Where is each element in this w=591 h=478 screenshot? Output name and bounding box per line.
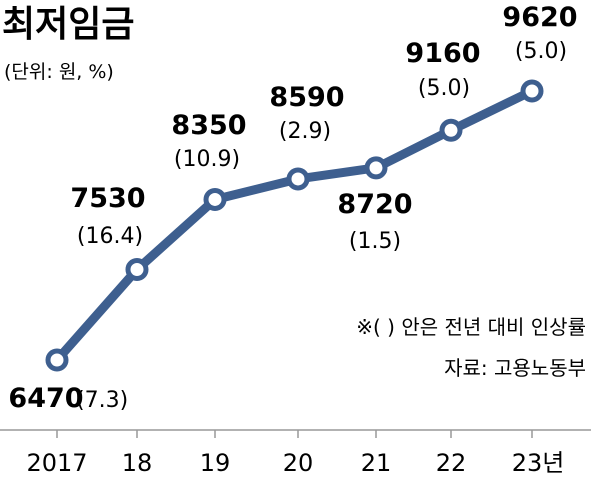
x-tick-label: 18 [122,449,153,477]
x-tick-label: 23년 [512,449,565,477]
x-tick-label: 20 [283,449,314,477]
data-point [125,257,149,281]
rate-label: (1.5) [349,229,401,254]
data-point [439,118,463,142]
rate-label: (2.9) [279,119,331,144]
data-point [286,167,310,191]
x-tick-label: 22 [436,449,467,477]
source-text: 자료: 고용노동부 [444,356,586,380]
rate-label: (5.0) [515,39,567,64]
data-point [45,348,69,372]
value-label: 9620 [502,2,577,33]
x-tick-label: 19 [200,449,231,477]
value-label: 7530 [70,183,145,214]
value-label: 8720 [337,189,412,220]
value-label: 8590 [269,82,344,113]
unit-label: (단위: 원, %) [4,61,114,83]
rate-label: (5.0) [418,76,470,101]
data-point [520,79,544,103]
x-tick-label: 2017 [26,449,87,477]
chart-title: 최저임금 [2,4,134,45]
rate-label: (10.9) [174,147,240,172]
rate-label: (16.4) [77,224,143,249]
rate-label: (7.3) [76,388,128,413]
x-tick-label: 21 [361,449,392,477]
value-label: 6470 [8,383,83,414]
note-text: ※( ) 안은 전년 대비 인상률 [356,315,586,339]
value-label: 8350 [171,110,246,141]
data-point [364,156,388,180]
value-label: 9160 [405,38,480,69]
data-point [203,187,227,211]
